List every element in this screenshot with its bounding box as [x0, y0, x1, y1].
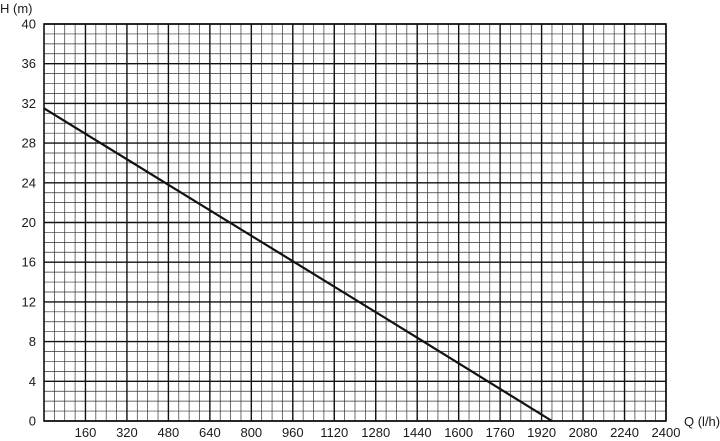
y-tick-label: 40: [22, 17, 36, 32]
y-tick-label: 4: [29, 374, 36, 389]
y-tick-label: 32: [22, 96, 36, 111]
x-tick-label: 1440: [403, 425, 432, 440]
plot-frame: [43, 23, 667, 422]
y-tick-labels: 0 4 8 12 16 20 24 28 32 36 40: [22, 17, 36, 429]
x-tick-label: 640: [199, 425, 221, 440]
y-tick-label: 36: [22, 56, 36, 71]
plot-border: [43, 23, 667, 422]
x-tick-label: 1280: [361, 425, 390, 440]
y-tick-label: 0: [29, 414, 36, 429]
y-tick-label: 24: [22, 175, 36, 190]
x-tick-label: 2080: [569, 425, 598, 440]
x-tick-labels: 160 320 480 640 800 960 1120 1280 1440 1600 1760 19…: [75, 425, 681, 440]
x-tick-label: 160: [75, 425, 97, 440]
x-tick-label: 1920: [527, 425, 556, 440]
y-tick-label: 20: [22, 215, 36, 230]
series-layer: [43, 107, 553, 422]
x-tick-label: 960: [282, 425, 304, 440]
series-line-1: [43, 107, 553, 422]
x-tick-label: 2240: [610, 425, 639, 440]
y-axis-label: H (m): [0, 1, 33, 16]
y-tick-label: 16: [22, 255, 36, 270]
y-tick-label: 12: [22, 294, 36, 309]
x-tick-label: 480: [158, 425, 180, 440]
x-tick-label: 1120: [320, 425, 348, 440]
x-tick-label: 1600: [444, 425, 473, 440]
x-tick-label: 320: [116, 425, 138, 440]
y-tick-label: 28: [22, 136, 36, 151]
x-axis-label: Q (l/h): [684, 414, 720, 429]
y-tick-label: 8: [29, 334, 36, 349]
x-tick-label: 1760: [486, 425, 515, 440]
x-tick-label: 800: [240, 425, 262, 440]
major-grid: [44, 23, 667, 422]
x-tick-label: 2400: [652, 425, 681, 440]
